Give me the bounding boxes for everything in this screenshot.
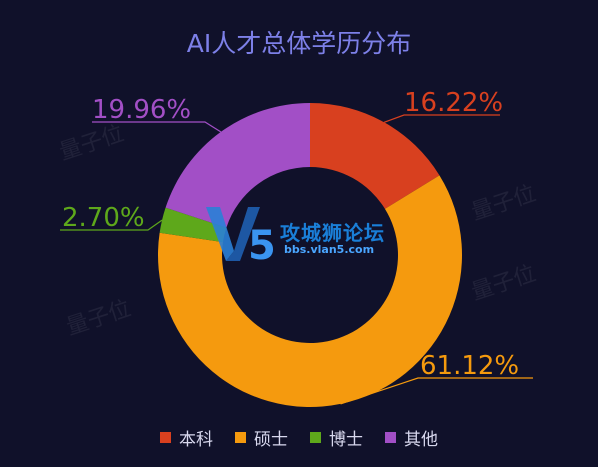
- pie-slice-0: [310, 103, 440, 209]
- legend-label: 本科: [179, 430, 213, 450]
- legend-item-3: 其他: [385, 425, 438, 450]
- legend-label: 其他: [404, 430, 438, 450]
- legend-swatch: [160, 432, 171, 443]
- legend-swatch: [310, 432, 321, 443]
- legend-item-1: 硕士: [235, 425, 288, 450]
- logo-url: bbs.vlan5.com: [284, 243, 375, 256]
- legend-item-0: 本科: [160, 425, 213, 450]
- legend-item-2: 博士: [310, 425, 363, 450]
- leader-line-0: [383, 114, 500, 123]
- data-label-2: 2.70%: [62, 203, 145, 233]
- data-label-1: 61.12%: [420, 351, 519, 381]
- pie-slice-3: [165, 103, 310, 228]
- data-label-3: 19.96%: [92, 95, 191, 125]
- legend-swatch: [385, 432, 396, 443]
- leader-line-3: [92, 121, 222, 133]
- legend-label: 硕士: [254, 430, 288, 450]
- pie-slice-2: [159, 207, 227, 243]
- legend-label: 博士: [329, 430, 363, 450]
- data-label-0: 16.22%: [404, 88, 503, 118]
- leader-line-2: [60, 219, 163, 231]
- leader-line-1: [340, 377, 533, 405]
- chart-legend: 本科 硕士 博士 其他: [0, 425, 598, 450]
- logo-text: 攻城狮论坛: [280, 221, 385, 245]
- forum-logo: 5 攻城狮论坛 bbs.vlan5.com: [204, 203, 404, 269]
- v5-logo-icon: 5: [206, 207, 276, 269]
- pie-slice-1: [157, 175, 462, 408]
- legend-swatch: [235, 432, 246, 443]
- chart-title: AI人才总体学历分布: [186, 29, 412, 58]
- svg-text:5: 5: [248, 223, 276, 265]
